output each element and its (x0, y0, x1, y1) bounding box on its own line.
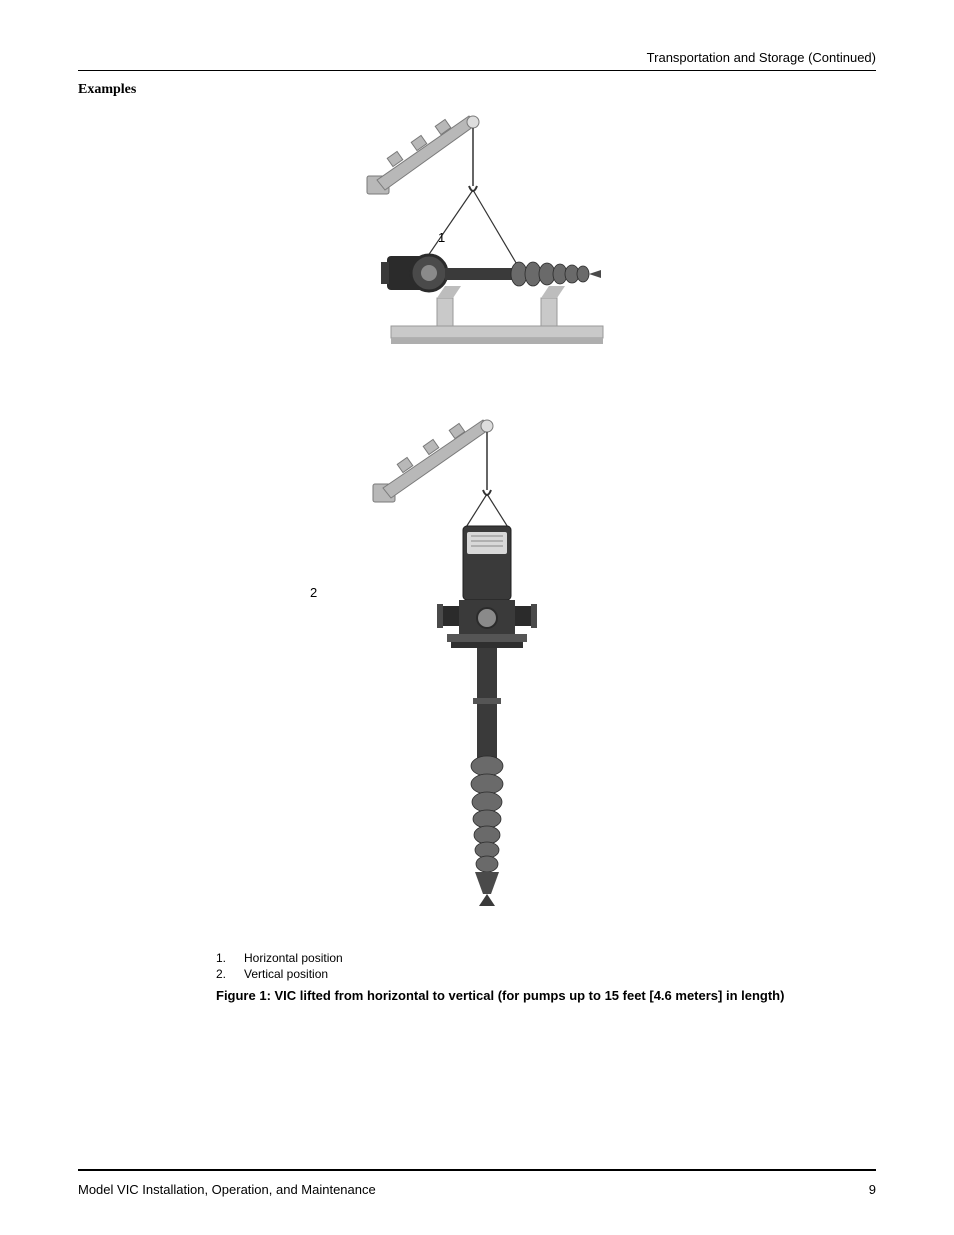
pump-assembly-vertical-icon (437, 526, 537, 906)
page: Transportation and Storage (Continued) E… (0, 0, 954, 1235)
figure-callout-1: 1 (438, 230, 445, 245)
figure-1 (216, 98, 742, 938)
section-heading-examples: Examples (78, 82, 136, 98)
running-header: Transportation and Storage (Continued) (647, 50, 876, 65)
pump-horizontal-illustration (329, 98, 629, 398)
figure-callout-2: 2 (310, 585, 317, 600)
figure-panel-horizontal (329, 98, 629, 398)
footer-rule (78, 1169, 876, 1171)
legend-text: Horizontal position (244, 950, 343, 966)
legend-row: 2. Vertical position (216, 966, 343, 982)
pump-assembly-icon (381, 255, 601, 291)
legend-row: 1. Horizontal position (216, 950, 343, 966)
header-rule (78, 70, 876, 71)
figure-caption: Figure 1: VIC lifted from horizontal to … (216, 988, 914, 1003)
legend-text: Vertical position (244, 966, 328, 982)
crane-arm-icon (367, 116, 479, 194)
pump-vertical-illustration (329, 398, 629, 938)
figure-legend: 1. Horizontal position 2. Vertical posit… (216, 950, 343, 982)
figure-panel-vertical (329, 398, 629, 938)
footer-page-number: 9 (869, 1182, 876, 1197)
legend-number: 2. (216, 966, 228, 982)
shipping-cradle-icon (391, 286, 603, 344)
crane-arm-icon (373, 420, 493, 502)
footer-doc-title: Model VIC Installation, Operation, and M… (78, 1182, 376, 1197)
legend-number: 1. (216, 950, 228, 966)
